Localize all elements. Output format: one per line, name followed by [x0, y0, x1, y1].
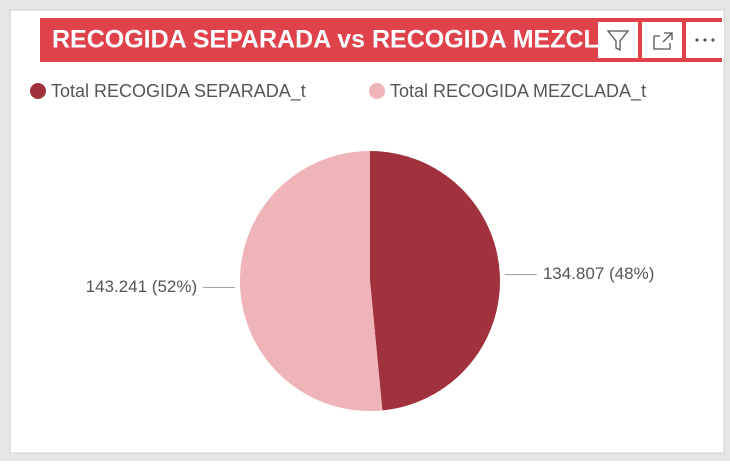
legend-label: Total RECOGIDA MEZCLADA_t [390, 81, 646, 102]
legend-swatch [369, 83, 385, 99]
legend-label: Total RECOGIDA SEPARADA_t [51, 81, 306, 102]
pie-slice [370, 151, 500, 411]
data-label: 143.241 (52%) [86, 277, 198, 296]
filter-icon[interactable] [598, 22, 638, 58]
chart-title: RECOGIDA SEPARADA vs RECOGIDA MEZCLADA [52, 26, 653, 54]
pie-slice [239, 151, 383, 411]
focus-icon[interactable] [642, 22, 682, 58]
legend-swatch [30, 83, 46, 99]
data-label: 134.807 (48%) [543, 264, 655, 283]
toolbar [598, 22, 724, 58]
